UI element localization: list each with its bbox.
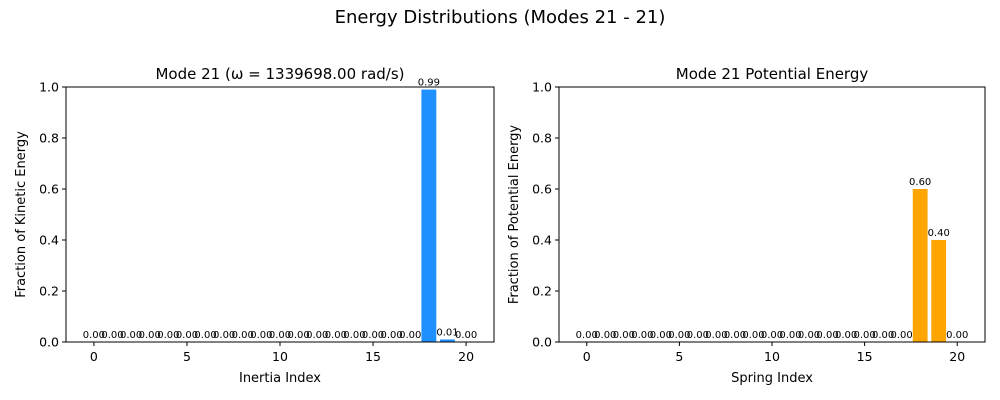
kinetic-chart-title: Mode 21 (ω = 1339698.00 rad/s): [155, 65, 404, 83]
potential-x-tick-label: 5: [675, 349, 683, 364]
kinetic-bar-value-label: 0.00: [250, 330, 272, 341]
kinetic-bar: [440, 339, 455, 342]
figure-suptitle: Energy Distributions (Modes 21 - 21): [335, 7, 666, 28]
potential-y-tick-label: 0.0: [532, 335, 552, 350]
kinetic-y-tick-label: 0.0: [39, 335, 59, 350]
potential-bar-value-label: 0.00: [779, 330, 801, 341]
kinetic-bar-value-label: 0.00: [455, 330, 477, 341]
kinetic-bar-value-label: 0.00: [362, 330, 384, 341]
potential-panel: 0.000.000.000.000.000.000.000.000.000.00…: [507, 65, 986, 386]
kinetic-bar-value-label: 0.00: [232, 330, 254, 341]
kinetic-bar-value-label: 0.00: [287, 330, 309, 341]
kinetic-x-tick-label: 10: [272, 349, 288, 364]
kinetic-x-axis-label: Inertia Index: [239, 371, 321, 386]
kinetic-bar-value-label: 0.00: [176, 330, 198, 341]
potential-bar: [912, 189, 928, 342]
kinetic-y-axis-label: Fraction of Kinetic Energy: [14, 131, 29, 298]
kinetic-y-tick-label: 0.6: [39, 182, 59, 197]
potential-x-tick-label: 10: [764, 349, 780, 364]
potential-bar-value-label: 0.00: [705, 330, 727, 341]
kinetic-x-tick-label: 20: [458, 349, 474, 364]
potential-bar-value-label: 0.00: [872, 330, 894, 341]
kinetic-bar-value-label: 0.00: [120, 330, 142, 341]
kinetic-bar-value-label: 0.99: [418, 78, 440, 89]
kinetic-x-tick-label: 0: [90, 349, 98, 364]
kinetic-bar-value-label: 0.00: [139, 330, 161, 341]
potential-y-tick-label: 0.8: [532, 131, 552, 146]
kinetic-y-tick-label: 0.2: [39, 284, 59, 299]
potential-y-axis-label: Fraction of Potential Energy: [507, 125, 522, 305]
potential-bar-value-label: 0.00: [613, 330, 635, 341]
kinetic-bar-value-label: 0.00: [343, 330, 365, 341]
kinetic-y-tick-label: 0.4: [39, 233, 59, 248]
potential-bar-value-label: 0.60: [909, 177, 931, 188]
kinetic-y-tick-label: 0.8: [39, 131, 59, 146]
potential-x-tick-label: 0: [583, 349, 591, 364]
potential-bar-value-label: 0.00: [687, 330, 709, 341]
potential-bar-value-label: 0.00: [576, 330, 598, 341]
kinetic-bar-value-label: 0.00: [157, 330, 179, 341]
kinetic-bar-value-label: 0.00: [83, 330, 105, 341]
potential-bar: [931, 240, 947, 342]
kinetic-bar-value-label: 0.00: [101, 330, 123, 341]
potential-bar-value-label: 0.00: [594, 330, 616, 341]
kinetic-bar: [421, 89, 437, 342]
potential-y-tick-label: 0.2: [532, 284, 552, 299]
kinetic-bar-value-label: 0.00: [269, 330, 291, 341]
potential-y-tick-label: 0.4: [532, 233, 552, 248]
kinetic-bar-value-label: 0.00: [381, 330, 403, 341]
kinetic-bar-value-label: 0.01: [436, 327, 458, 338]
kinetic-x-tick-label: 5: [183, 349, 191, 364]
potential-bar-value-label: 0.00: [724, 330, 746, 341]
potential-x-tick-label: 20: [949, 349, 965, 364]
potential-bar-value-label: 0.00: [668, 330, 690, 341]
kinetic-y-tick-label: 1.0: [39, 80, 59, 95]
potential-y-tick-label: 1.0: [532, 80, 552, 95]
potential-bar-value-label: 0.00: [761, 330, 783, 341]
kinetic-bar-value-label: 0.00: [399, 330, 421, 341]
potential-bar-value-label: 0.00: [853, 330, 875, 341]
potential-bar-value-label: 0.00: [742, 330, 764, 341]
potential-bar-value-label: 0.00: [816, 330, 838, 341]
kinetic-panel: 0.000.000.000.000.000.000.000.000.000.00…: [14, 65, 495, 386]
potential-bar-value-label: 0.00: [798, 330, 820, 341]
potential-bar-value-label: 0.00: [946, 330, 968, 341]
potential-bar-value-label: 0.00: [891, 330, 913, 341]
potential-bar-value-label: 0.00: [835, 330, 857, 341]
potential-bar-value-label: 0.00: [631, 330, 653, 341]
kinetic-bar-value-label: 0.00: [306, 330, 328, 341]
kinetic-bar-value-label: 0.00: [213, 330, 235, 341]
kinetic-x-tick-label: 15: [365, 349, 381, 364]
kinetic-bar-value-label: 0.00: [194, 330, 216, 341]
potential-bar-value-label: 0.00: [650, 330, 672, 341]
potential-chart-title: Mode 21 Potential Energy: [676, 65, 869, 83]
potential-x-tick-label: 15: [857, 349, 873, 364]
potential-bar-value-label: 0.40: [928, 228, 950, 239]
potential-y-tick-label: 0.6: [532, 182, 552, 197]
potential-x-axis-label: Spring Index: [731, 371, 813, 386]
kinetic-bar-value-label: 0.00: [325, 330, 347, 341]
